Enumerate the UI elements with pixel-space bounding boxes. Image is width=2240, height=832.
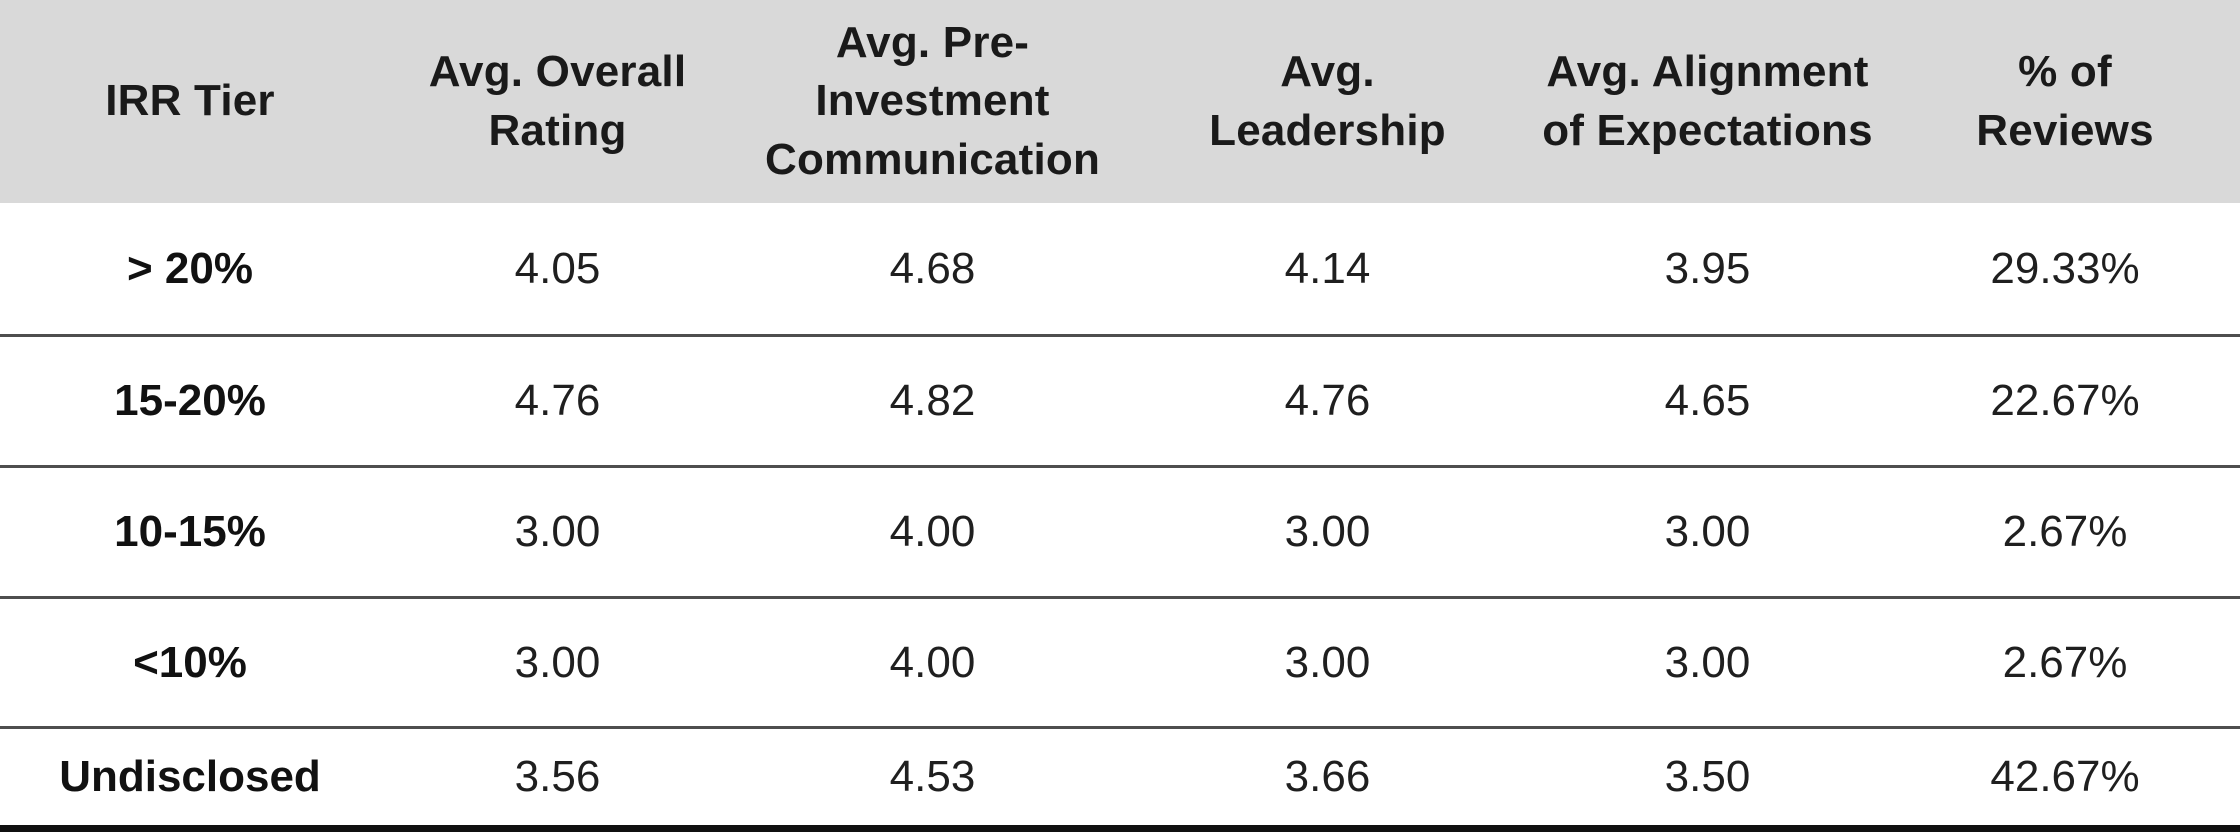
row-label: 10-15% bbox=[114, 506, 266, 556]
table-row: Undisclosed 3.56 4.53 3.66 3.50 42.67% bbox=[0, 728, 2240, 829]
row-label: > 20% bbox=[127, 243, 253, 293]
table-cell: 2.67% bbox=[2002, 506, 2128, 556]
table-cell: 4.14 bbox=[1284, 243, 1371, 293]
table-cell: 4.00 bbox=[889, 506, 976, 556]
table-cell: 3.56 bbox=[514, 752, 601, 802]
column-header: IRR Tier bbox=[0, 0, 380, 203]
column-header: Avg. Overall Rating bbox=[380, 0, 735, 203]
table-cell: 4.76 bbox=[1284, 376, 1371, 426]
table-cell: 4.68 bbox=[889, 243, 976, 293]
table-cell: 3.50 bbox=[1664, 752, 1751, 802]
table-cell: 4.00 bbox=[889, 637, 976, 687]
table-cell: 3.00 bbox=[1284, 637, 1371, 687]
table-cell: 4.53 bbox=[889, 752, 976, 802]
row-label: 15-20% bbox=[114, 376, 266, 426]
row-label: <10% bbox=[133, 637, 247, 687]
table-cell: 4.82 bbox=[889, 376, 976, 426]
table-cell: 3.00 bbox=[514, 506, 601, 556]
table-cell: 3.66 bbox=[1284, 752, 1371, 802]
table-cell: 22.67% bbox=[1990, 376, 2140, 426]
table-cell: 3.95 bbox=[1664, 243, 1751, 293]
column-header: Avg. Pre- Investment Communication bbox=[735, 0, 1130, 203]
column-header: Avg. Alignment of Expectations bbox=[1525, 0, 1890, 203]
table-cell: 42.67% bbox=[1990, 752, 2140, 802]
table-body: > 20% 4.05 4.68 4.14 3.95 29.33% 15-20% 4.76… bbox=[0, 203, 2240, 829]
table-cell: 3.00 bbox=[1284, 506, 1371, 556]
table-row: 15-20% 4.76 4.82 4.76 4.65 22.67% bbox=[0, 336, 2240, 467]
table-cell: 4.76 bbox=[514, 376, 601, 426]
table-cell: 4.05 bbox=[514, 243, 601, 293]
table-header: IRR Tier Avg. Overall Rating Avg. Pre- Inv… bbox=[0, 0, 2240, 203]
table-cell: 3.00 bbox=[1664, 506, 1751, 556]
table-cell: 29.33% bbox=[1990, 243, 2140, 293]
table-cell: 4.65 bbox=[1664, 376, 1751, 426]
column-header: % of Reviews bbox=[1890, 0, 2240, 203]
table-cell: 3.00 bbox=[514, 637, 601, 687]
column-header: Avg. Leadership bbox=[1130, 0, 1525, 203]
table-row: > 20% 4.05 4.68 4.14 3.95 29.33% bbox=[0, 203, 2240, 336]
table-cell: 3.00 bbox=[1664, 637, 1751, 687]
table-row: <10% 3.00 4.00 3.00 3.00 2.67% bbox=[0, 597, 2240, 728]
table-row: 10-15% 3.00 4.00 3.00 3.00 2.67% bbox=[0, 466, 2240, 598]
table-cell: 2.67% bbox=[2002, 637, 2128, 687]
row-label: Undisclosed bbox=[59, 752, 321, 802]
header-row: IRR Tier Avg. Overall Rating Avg. Pre- Inv… bbox=[0, 0, 2240, 203]
